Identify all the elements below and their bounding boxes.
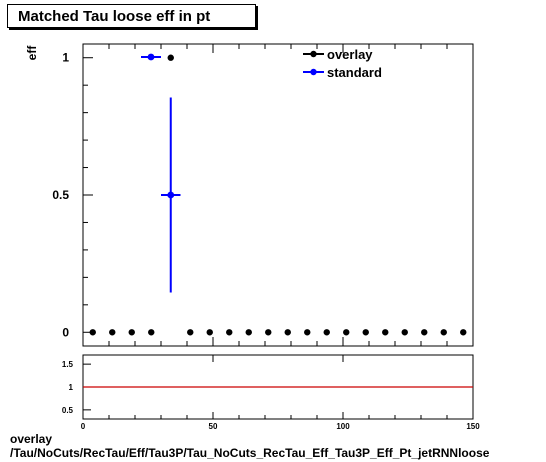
overlay-point xyxy=(382,329,389,336)
overlay-point xyxy=(245,329,252,336)
standard-point xyxy=(167,191,175,199)
footer-label: overlay xyxy=(10,432,53,446)
ratio-y-tick-label: 1.5 xyxy=(62,360,74,369)
overlay-point xyxy=(148,329,155,336)
overlay-point xyxy=(226,329,233,336)
main-y-tick-label: 0 xyxy=(62,325,69,339)
overlay-point xyxy=(421,329,428,336)
overlay-point xyxy=(323,329,330,336)
legend-marker xyxy=(310,68,317,76)
ratio-x-tick-label: 100 xyxy=(336,422,350,431)
main-y-tick-label: 1 xyxy=(62,51,69,65)
overlay-point xyxy=(206,329,213,336)
overlay-point xyxy=(343,329,350,336)
ratio-x-tick-label: 150 xyxy=(466,422,480,431)
main-plot-frame xyxy=(82,43,474,347)
overlay-point xyxy=(440,329,447,336)
chart-title: Matched Tau loose eff in pt xyxy=(18,8,211,25)
overlay-point xyxy=(128,329,135,336)
overlay-point xyxy=(187,329,194,336)
main-y-axis-label: eff xyxy=(25,45,39,61)
standard-top-marker xyxy=(147,53,155,61)
overlay-point xyxy=(284,329,291,336)
ratio-y-tick-label: 1 xyxy=(69,383,74,392)
chart-title-box: Matched Tau loose eff in pt xyxy=(7,4,256,28)
legend-marker xyxy=(310,50,317,58)
overlay-point xyxy=(304,329,311,336)
overlay-point xyxy=(89,329,96,336)
footer-path: /Tau/NoCuts/RecTau/Eff/Tau3P/Tau_NoCuts_… xyxy=(10,446,490,460)
overlay-point xyxy=(460,329,467,336)
overlay-point xyxy=(401,329,408,336)
overlay-point xyxy=(109,329,116,336)
ratio-x-tick-label: 0 xyxy=(81,422,86,431)
ratio-y-tick-label: 0.5 xyxy=(62,406,74,415)
ratio-x-tick-label: 50 xyxy=(209,422,218,431)
main-y-tick-label: 0.5 xyxy=(52,188,69,202)
overlay-point xyxy=(362,329,369,336)
overlay-point xyxy=(265,329,272,336)
legend-label: overlay xyxy=(327,47,373,62)
overlay-point xyxy=(167,54,174,61)
legend-label: standard xyxy=(327,65,382,80)
